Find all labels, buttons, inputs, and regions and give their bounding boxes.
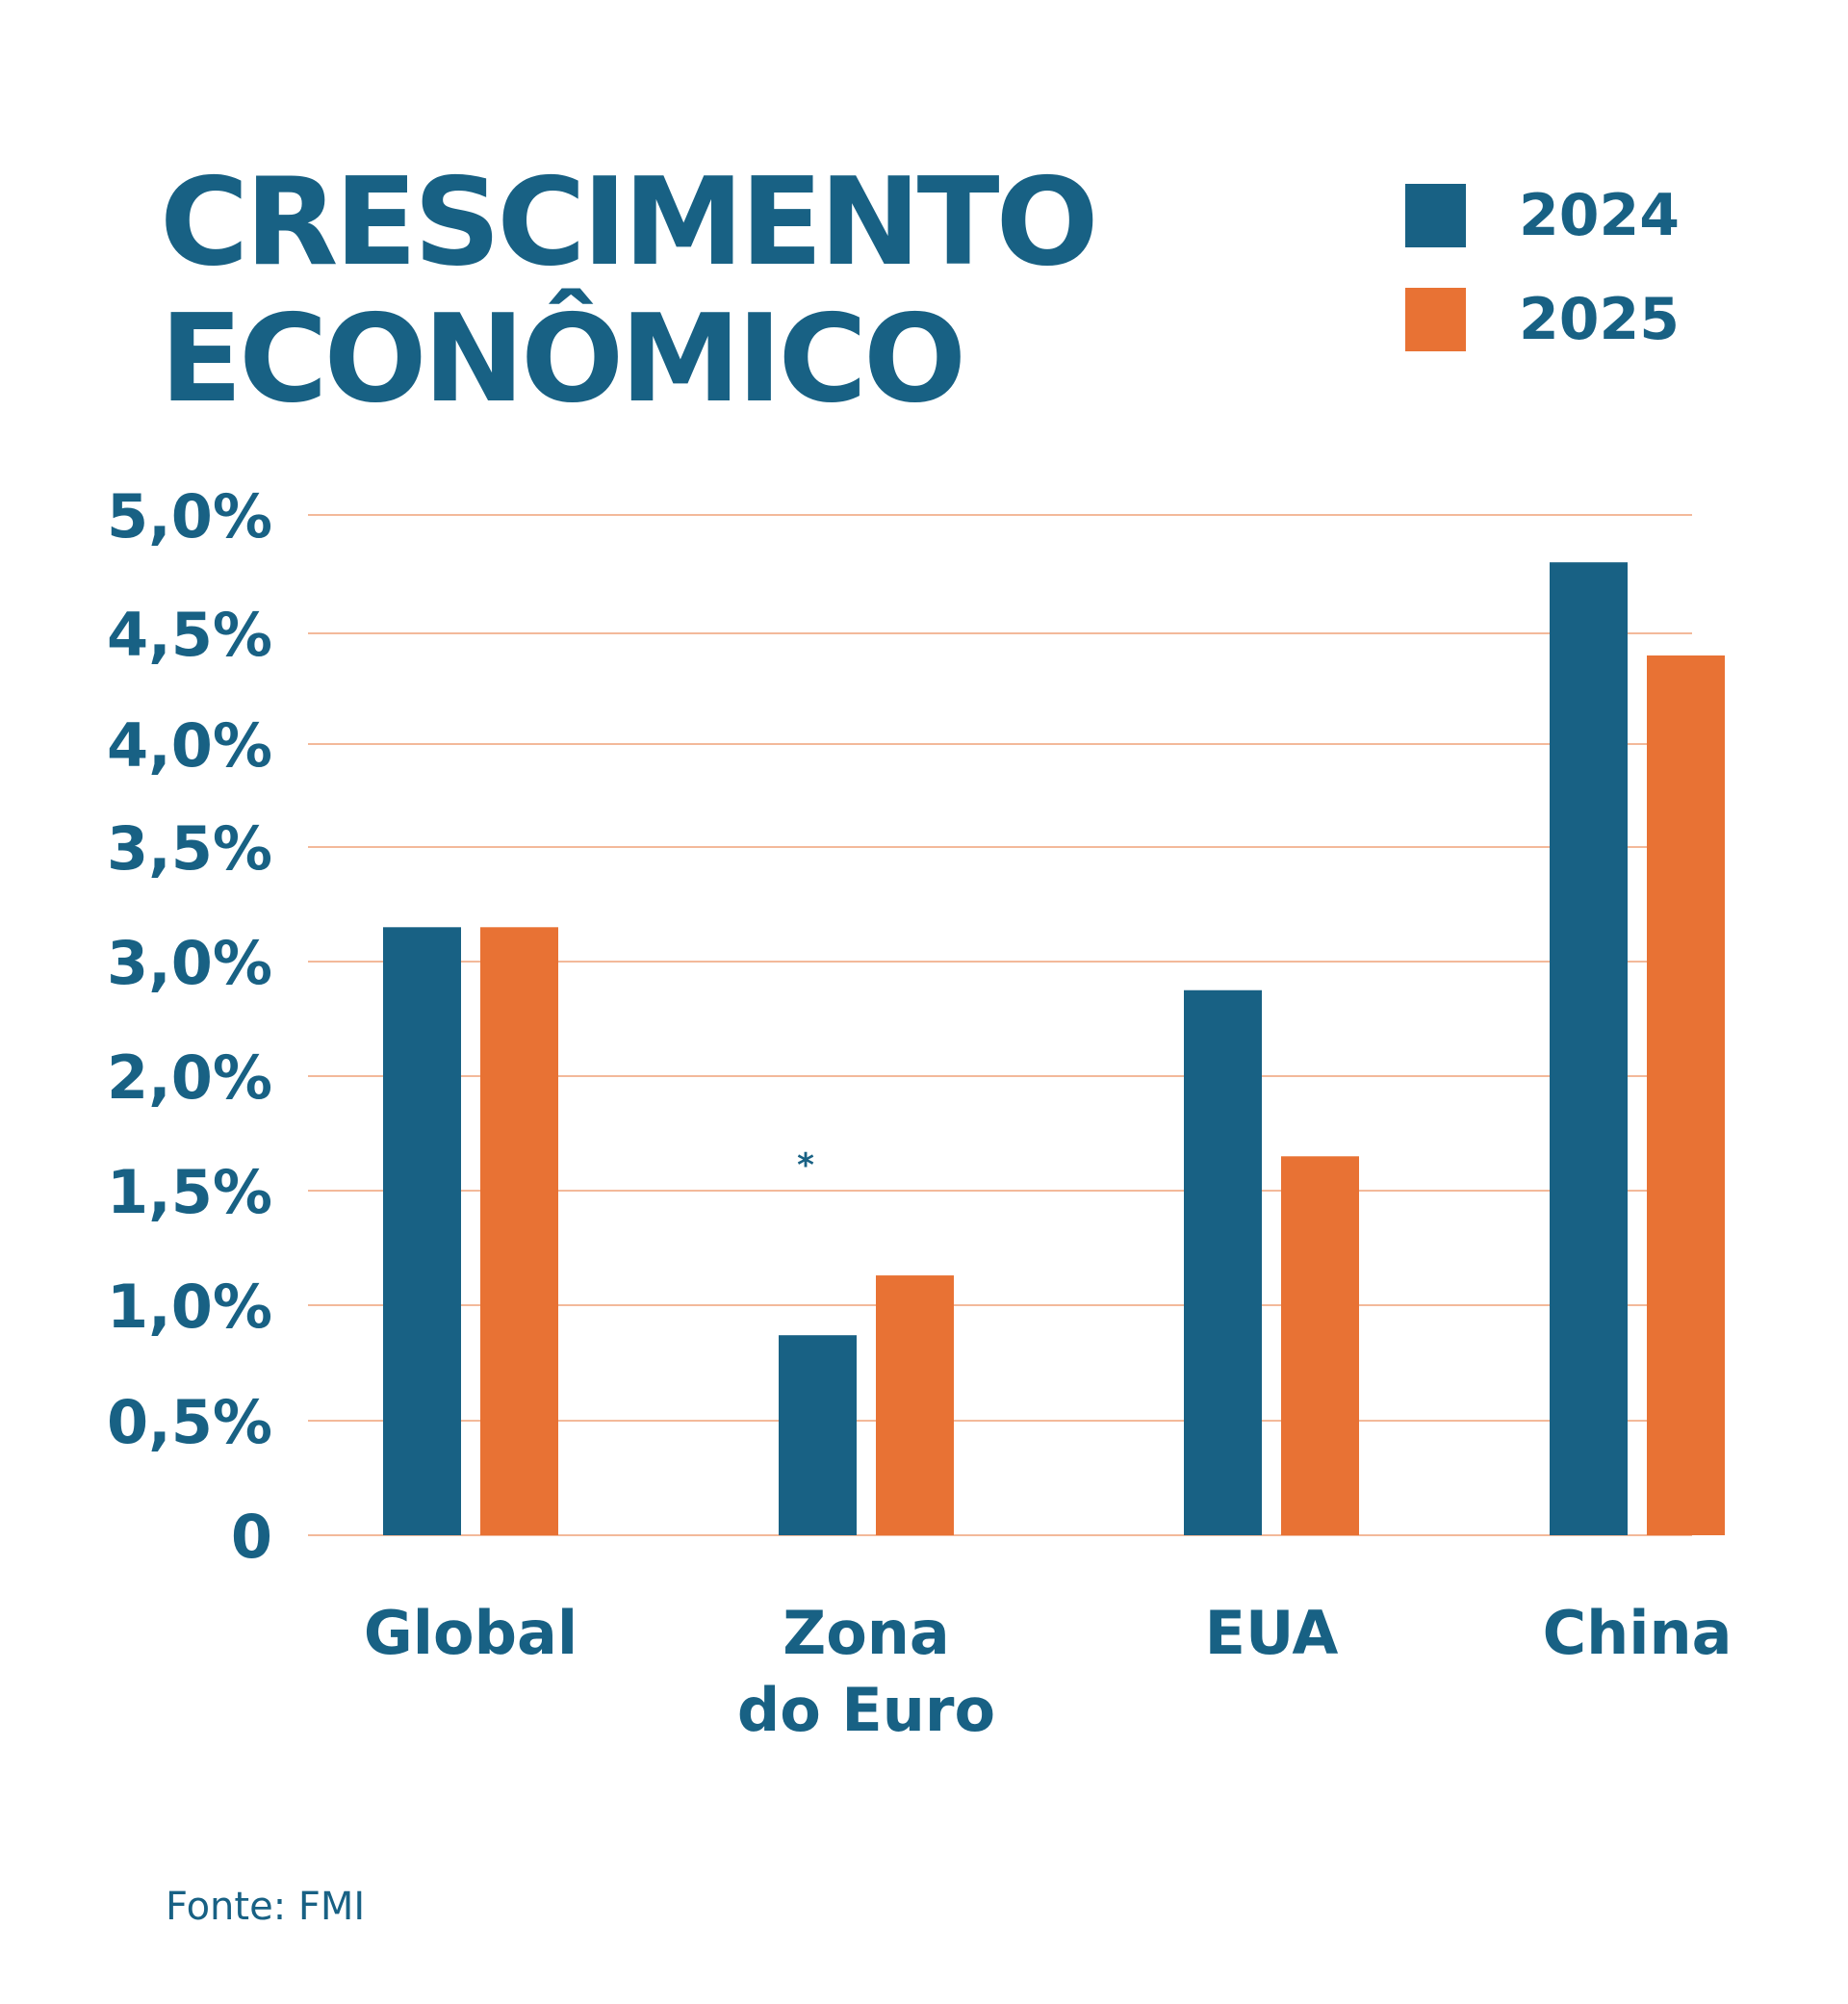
x-category-label: China [1543,1598,1732,1668]
legend-label-2024: 2024 [1519,182,1680,249]
chart-title-line-2: ECONÔMICO [160,288,966,429]
legend-swatch-2025 [1405,288,1466,351]
bar-eua-2024 [1184,989,1262,1535]
asterisk-annotation: * [797,1146,814,1185]
y-tick-label: 3,5% [107,813,272,884]
bar-eua-2025 [1281,1156,1359,1535]
y-tick-label: 0 [231,1502,272,1572]
y-tick-label: 2,0% [107,1042,272,1113]
y-tick-label: 1,5% [107,1157,272,1227]
x-category-label: Zona [783,1598,950,1668]
bars [383,562,1725,1535]
legend-swatch-2024 [1405,184,1466,247]
annotations: * [797,1146,814,1185]
bar-global-2024 [383,927,461,1535]
bar-china-2024 [1550,562,1628,1535]
chart-title-line-1: CRESCIMENTO [160,151,1099,293]
y-axis-labels: 0 0,5% 1,0% 1,5% 2,0% 3,0% 3,5% 4,0% 4,5% 5,0% [107,481,272,1572]
legend-item-2024: 2024 [1405,184,1790,247]
bar-china-2025 [1647,655,1725,1535]
x-category-label: Global [364,1598,578,1668]
y-tick-label: 4,5% [107,600,272,670]
source-note: Fonte: FMI [166,1885,366,1929]
x-category-label: do Euro [737,1675,995,1745]
legend-item-2025: 2025 [1405,288,1790,351]
y-tick-label: 3,0% [107,928,272,998]
bar-zona-do-euro-2025 [876,1275,954,1535]
y-tick-label: 0,5% [107,1387,272,1457]
chart-title: CRESCIMENTO ECONÔMICO [160,151,1099,429]
bar-zona-do-euro-2024 [779,1335,857,1535]
x-category-label: EUA [1205,1598,1339,1668]
legend-label-2025: 2025 [1519,286,1680,353]
y-tick-label: 5,0% [107,481,272,552]
y-tick-label: 4,0% [107,710,272,781]
bar-global-2025 [480,927,558,1535]
y-tick-label: 1,0% [107,1272,272,1342]
